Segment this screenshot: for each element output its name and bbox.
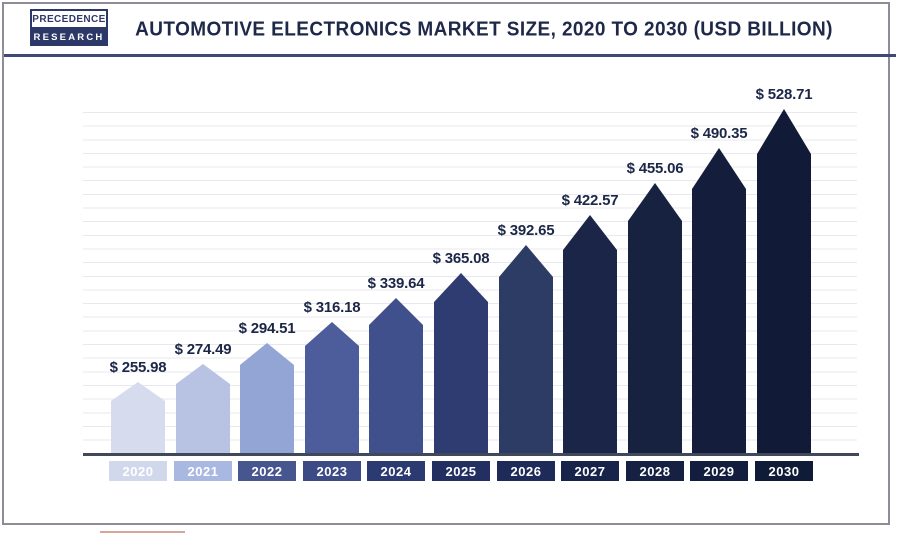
bar-value-label-2026: $ 392.65 — [497, 222, 555, 239]
year-badge-2022: 2022 — [238, 461, 296, 481]
year-badge-2023: 2023 — [303, 461, 361, 481]
bar-2027 — [563, 215, 617, 453]
year-badge-2026: 2026 — [497, 461, 555, 481]
bar-2030 — [757, 109, 811, 453]
bar-2026 — [499, 245, 553, 453]
year-badge-2020: 2020 — [109, 461, 167, 481]
logo-precedence-text: PRECEDENCE — [30, 9, 108, 29]
bar-value-label-2024: $ 339.64 — [367, 275, 425, 292]
bar-value-label-2023: $ 316.18 — [303, 299, 361, 316]
bar-value-label-2029: $ 490.35 — [690, 125, 748, 142]
bar-2022 — [240, 343, 294, 453]
bar-value-label-2028: $ 455.06 — [626, 160, 684, 177]
logo-research-text: RESEARCH — [30, 29, 108, 46]
bar-2029 — [692, 148, 746, 453]
bar-2021 — [176, 364, 230, 453]
bottom-edge-artifact — [100, 531, 185, 533]
year-badge-2021: 2021 — [174, 461, 232, 481]
chart-title: AUTOMOTIVE ELECTRONICS MARKET SIZE, 2020… — [135, 18, 833, 41]
bar-value-label-2030: $ 528.71 — [755, 86, 813, 103]
bar-value-label-2027: $ 422.57 — [561, 192, 619, 209]
bar-2023 — [305, 322, 359, 453]
bar-value-label-2021: $ 274.49 — [174, 341, 232, 358]
x-axis-baseline — [83, 453, 859, 456]
year-badge-2029: 2029 — [690, 461, 748, 481]
header-divider — [4, 54, 896, 57]
bar-value-label-2022: $ 294.51 — [238, 320, 296, 337]
year-badge-2028: 2028 — [626, 461, 684, 481]
year-badge-2025: 2025 — [432, 461, 490, 481]
precedence-research-logo: PRECEDENCE RESEARCH — [30, 9, 108, 46]
year-badge-2027: 2027 — [561, 461, 619, 481]
year-badge-2024: 2024 — [367, 461, 425, 481]
year-badge-2030: 2030 — [755, 461, 813, 481]
bar-2028 — [628, 183, 682, 453]
bar-value-label-2020: $ 255.98 — [109, 359, 167, 376]
bar-2024 — [369, 298, 423, 453]
bar-value-label-2025: $ 365.08 — [432, 250, 490, 267]
bar-2025 — [434, 273, 488, 453]
